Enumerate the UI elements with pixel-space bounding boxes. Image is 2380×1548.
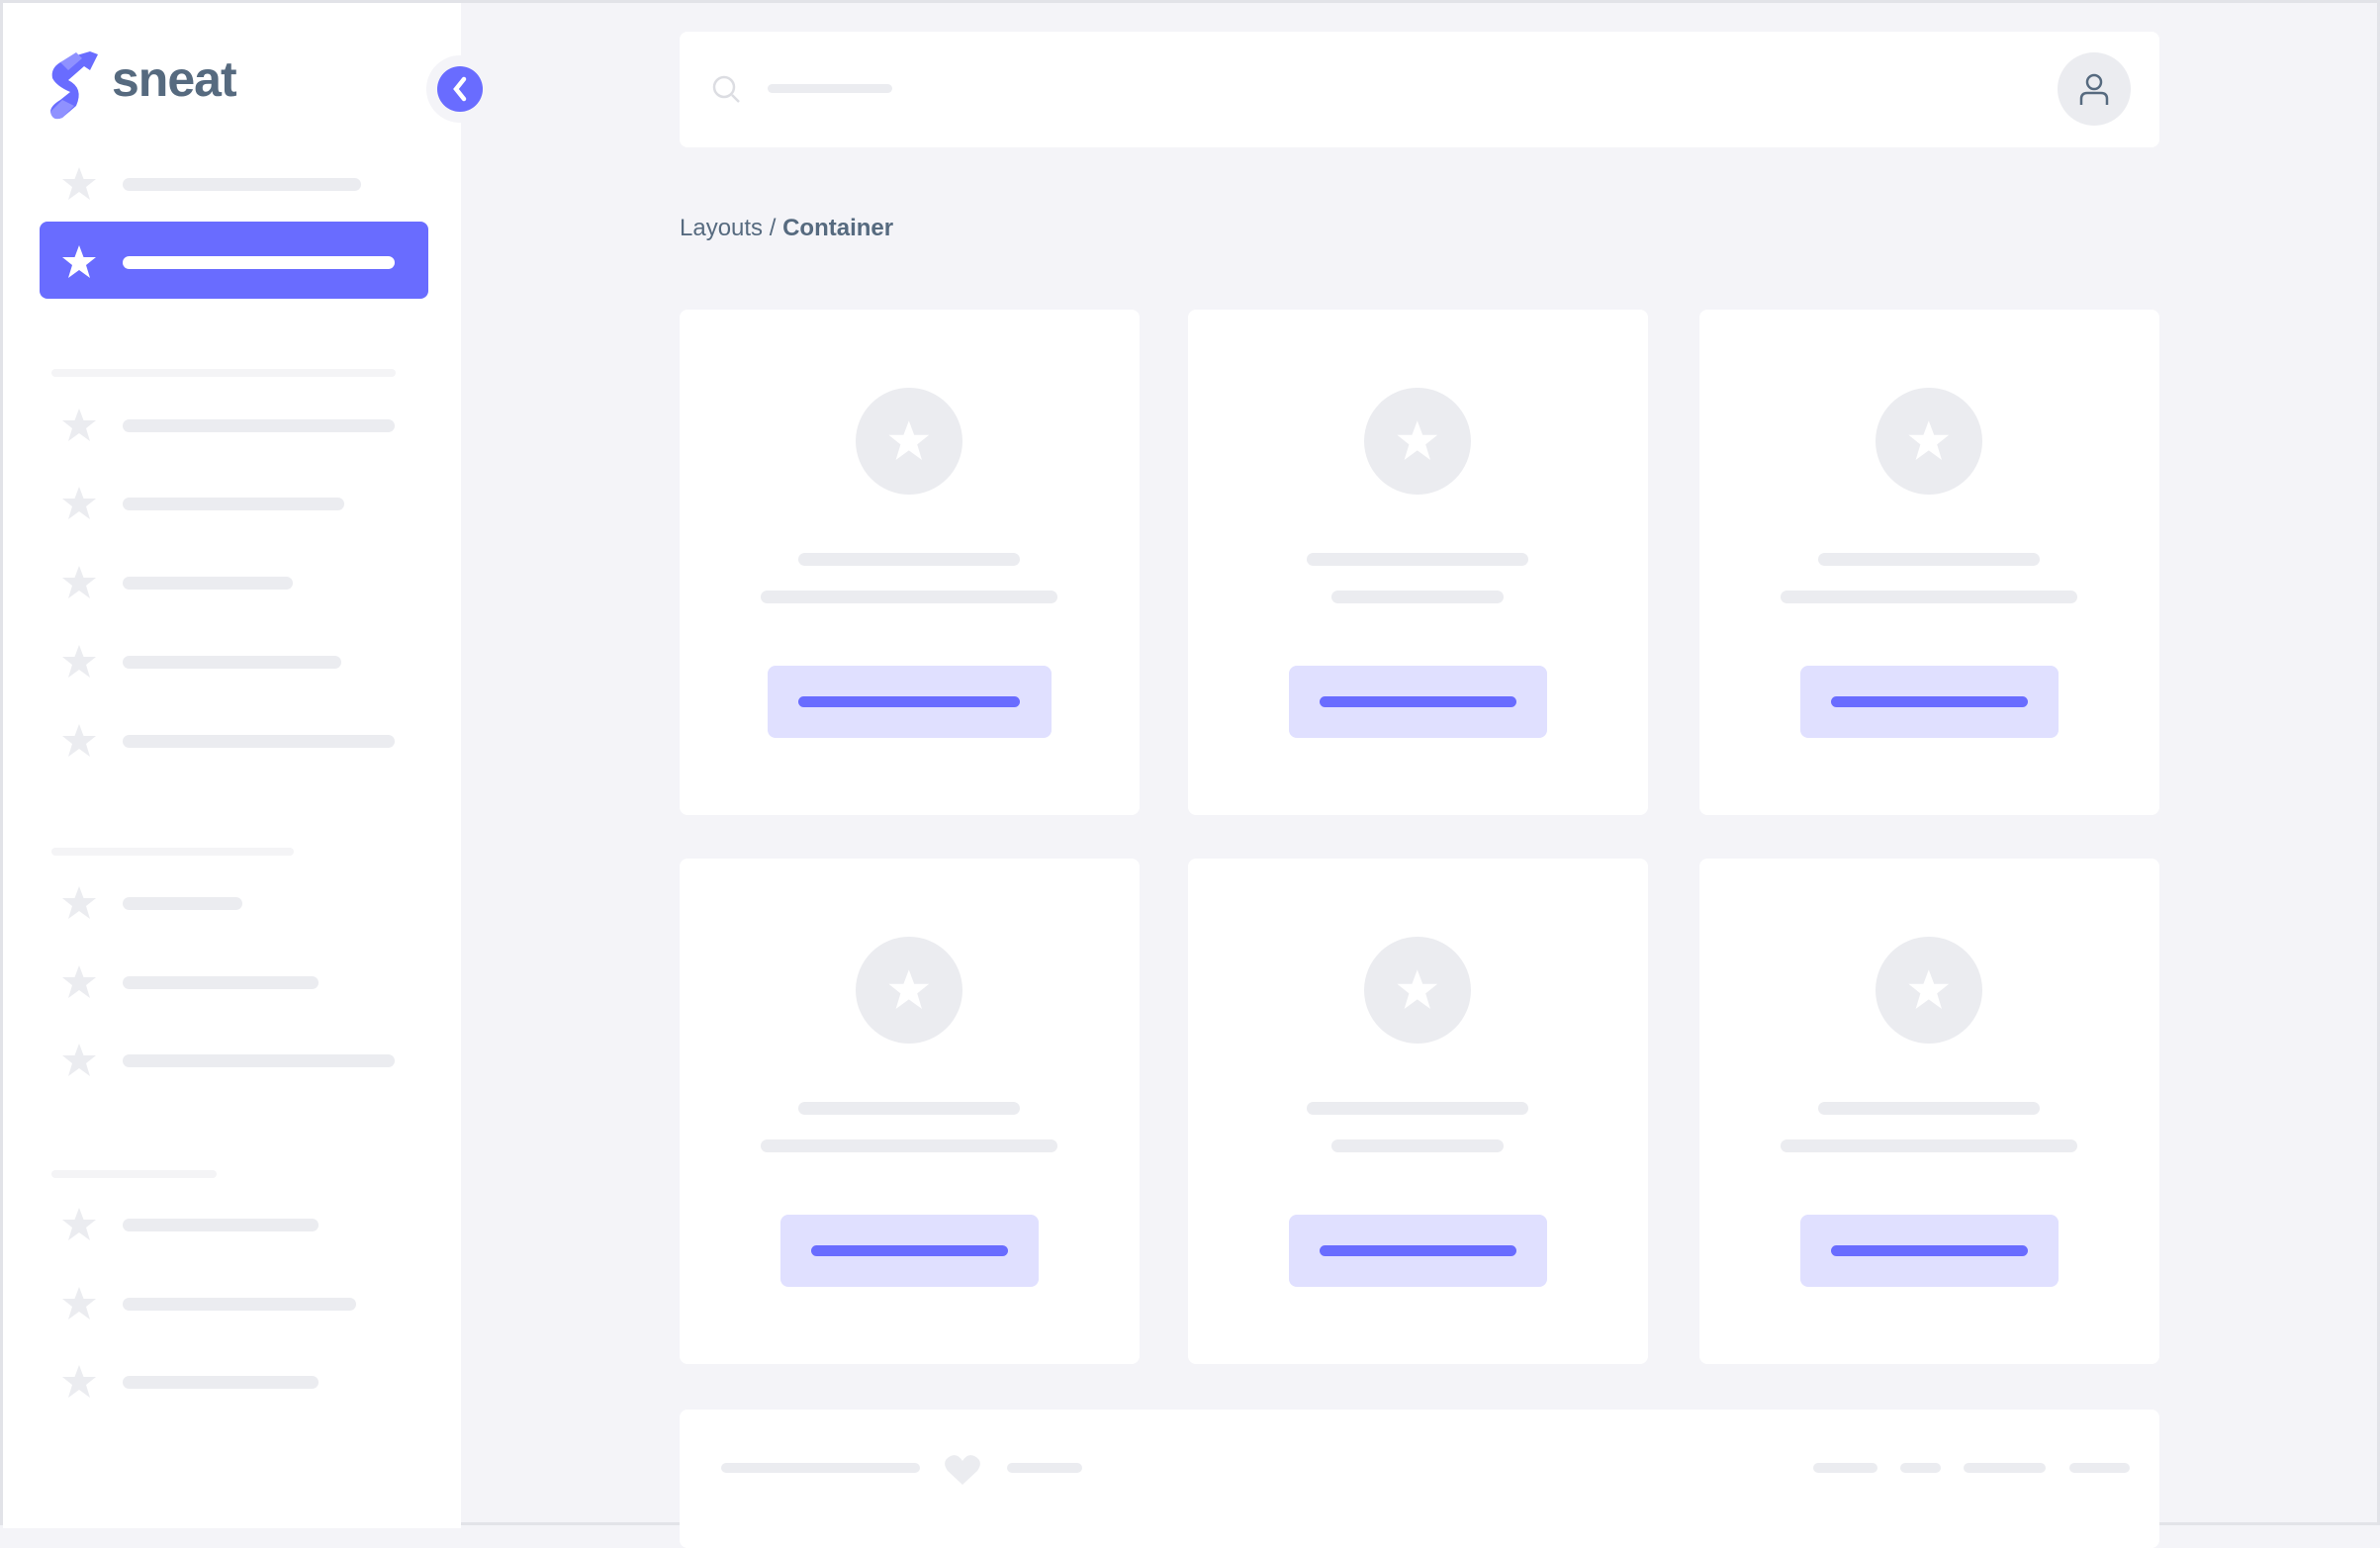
sidebar-item[interactable] — [123, 1054, 395, 1067]
card-text — [761, 1139, 1057, 1152]
star-icon — [888, 420, 930, 460]
sidebar-item[interactable] — [123, 178, 361, 191]
sidebar-item[interactable] — [123, 1376, 319, 1389]
card-button[interactable] — [1288, 666, 1547, 738]
card-button-label — [1830, 696, 2028, 707]
sidebar-item[interactable] — [123, 577, 293, 590]
card-title — [1307, 1102, 1528, 1115]
star-icon — [62, 724, 96, 757]
chevron-left-icon — [453, 76, 467, 102]
avatar[interactable] — [2058, 52, 2131, 126]
sidebar-section-header — [51, 1170, 217, 1178]
sidebar-item[interactable] — [123, 419, 395, 432]
breadcrumb-separator: / — [763, 215, 783, 241]
card-text — [1331, 1139, 1504, 1152]
card-button-label — [1319, 1245, 1516, 1256]
sneat-logo-icon — [50, 51, 98, 120]
content-card — [1188, 310, 1648, 815]
star-icon — [1908, 969, 1950, 1009]
star-icon — [62, 1208, 96, 1240]
sidebar-item[interactable] — [123, 1298, 356, 1311]
footer-link[interactable] — [1813, 1463, 1877, 1473]
user-icon — [2079, 73, 2109, 105]
content-card — [680, 310, 1140, 815]
search-input[interactable] — [768, 84, 892, 93]
content-card — [680, 859, 1140, 1364]
sidebar: sneat — [3, 3, 494, 1528]
card-button[interactable] — [779, 1215, 1039, 1287]
footer-text — [1007, 1463, 1082, 1473]
collapse-sidebar-button[interactable] — [437, 66, 483, 112]
star-icon — [1908, 420, 1950, 460]
content-card — [1188, 859, 1648, 1364]
content-card — [1699, 859, 2159, 1364]
footer-link[interactable] — [2069, 1463, 2130, 1473]
card-button-label — [798, 696, 1020, 707]
star-icon — [888, 969, 930, 1009]
sidebar-item[interactable] — [123, 498, 344, 510]
card-button[interactable] — [1288, 1215, 1547, 1287]
top-navbar — [680, 32, 2159, 147]
star-icon — [62, 245, 96, 278]
brand-name: sneat — [112, 51, 237, 107]
footer-link[interactable] — [1900, 1463, 1941, 1473]
card-icon-circle — [1364, 388, 1471, 495]
card-icon-circle — [856, 937, 962, 1044]
footer-link[interactable] — [1964, 1463, 2046, 1473]
card-title — [1818, 1102, 2040, 1115]
card-button[interactable] — [1799, 1215, 2059, 1287]
footer — [680, 1410, 2159, 1548]
card-button[interactable] — [767, 666, 1052, 738]
star-icon — [62, 1044, 96, 1076]
content-card — [1699, 310, 2159, 815]
breadcrumb: Layouts / Container — [680, 215, 893, 242]
star-icon — [62, 1365, 96, 1398]
star-icon — [62, 566, 96, 598]
card-icon-circle — [1364, 937, 1471, 1044]
card-title — [798, 1102, 1020, 1115]
breadcrumb-parent[interactable]: Layouts — [680, 215, 764, 241]
star-icon — [1397, 969, 1438, 1009]
breadcrumb-current: Container — [782, 215, 894, 241]
star-icon — [62, 487, 96, 519]
card-text — [1781, 1139, 2077, 1152]
star-icon — [1397, 420, 1438, 460]
star-icon — [62, 167, 96, 200]
star-icon — [62, 886, 96, 919]
card-icon-circle — [1876, 937, 1982, 1044]
sidebar-item[interactable] — [123, 256, 395, 269]
card-text — [761, 591, 1057, 603]
sidebar-item[interactable] — [123, 656, 341, 669]
card-text — [1781, 591, 2077, 603]
star-icon — [62, 645, 96, 678]
sidebar-item[interactable] — [123, 897, 242, 910]
sidebar-item[interactable] — [123, 735, 395, 748]
card-icon-circle — [1876, 388, 1982, 495]
sidebar-section-header — [51, 848, 294, 856]
card-icon-circle — [856, 388, 962, 495]
star-icon — [62, 1287, 96, 1320]
card-button[interactable] — [1799, 666, 2059, 738]
card-title — [798, 553, 1020, 566]
card-button-label — [1319, 696, 1516, 707]
card-title — [1307, 553, 1528, 566]
card-text — [1331, 591, 1504, 603]
heart-icon — [945, 1455, 980, 1485]
sidebar-section-header — [51, 369, 396, 377]
search-icon[interactable] — [711, 74, 743, 106]
star-icon — [62, 409, 96, 441]
card-button-label — [810, 1245, 1008, 1256]
footer-text — [721, 1463, 920, 1473]
card-title — [1818, 553, 2040, 566]
card-button-label — [1830, 1245, 2028, 1256]
star-icon — [62, 965, 96, 998]
sidebar-item[interactable] — [123, 1219, 319, 1231]
sidebar-item[interactable] — [123, 976, 319, 989]
